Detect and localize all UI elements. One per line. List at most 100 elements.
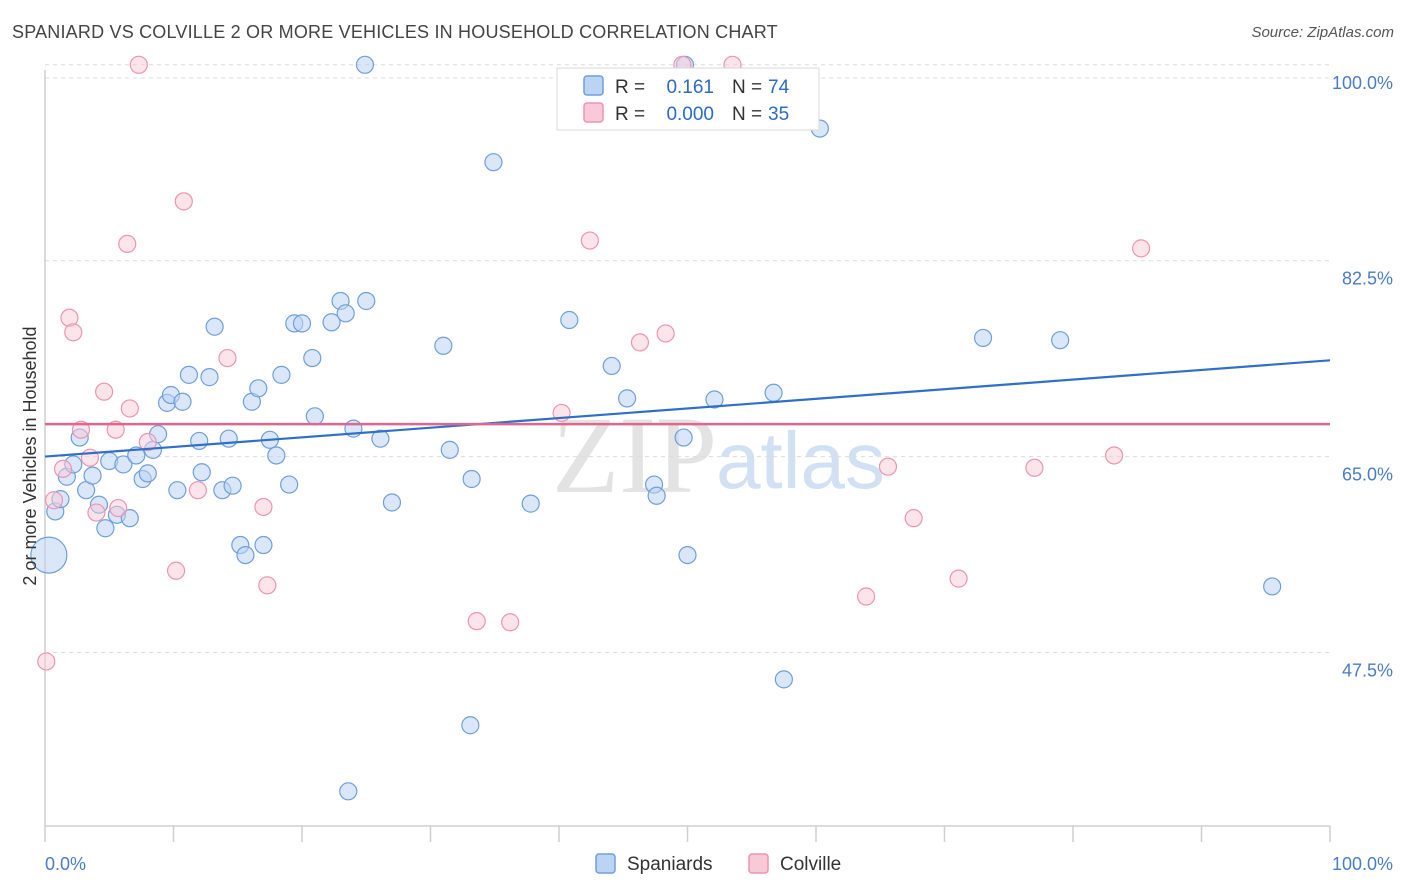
legend-r-value-1: 0.161 xyxy=(666,77,714,98)
colville-point xyxy=(630,333,650,352)
spaniards-point xyxy=(705,390,724,409)
spaniards-point xyxy=(292,314,312,333)
spaniards-point xyxy=(382,493,402,512)
axes xyxy=(44,70,1331,842)
colville-point xyxy=(138,432,157,452)
spaniards-point xyxy=(678,545,697,565)
colville-point xyxy=(218,348,237,368)
spaniards-point xyxy=(192,463,211,482)
source-credit: Source: ZipAtlas.com xyxy=(1251,24,1394,41)
spaniards-point xyxy=(973,328,993,348)
spaniards-point xyxy=(647,486,666,505)
legend-r-label-1: R = xyxy=(615,77,645,98)
legend-swatch-colville xyxy=(583,102,604,123)
spaniards-point xyxy=(236,545,255,565)
spaniards-point xyxy=(120,509,139,528)
bottom-legend-label-colville: Colville xyxy=(780,854,841,875)
spaniards-point xyxy=(560,310,579,330)
y-tick-label: 82.5% xyxy=(1342,269,1393,289)
watermark-atlas: atlas xyxy=(716,416,885,505)
spaniards-point xyxy=(305,407,324,426)
legend-swatch-spaniards xyxy=(583,75,604,96)
spaniards-point xyxy=(618,389,637,408)
legend-r-value-2: 0.000 xyxy=(666,104,714,125)
spaniards-point xyxy=(114,455,133,474)
spaniards-point xyxy=(484,153,503,172)
colville-point xyxy=(904,509,923,528)
legend-n-value-1: 74 xyxy=(768,77,790,98)
spaniards-point xyxy=(674,428,693,447)
colville-point xyxy=(37,652,56,671)
spaniards-point xyxy=(83,466,102,485)
spaniards-point xyxy=(774,670,793,689)
spaniards-point xyxy=(267,446,286,465)
y-tick-label: 65.0% xyxy=(1342,465,1393,485)
spaniards-point xyxy=(30,536,68,574)
legend-n-label-2: N = xyxy=(732,104,762,125)
spaniards-point xyxy=(355,55,375,74)
spaniards-point xyxy=(371,429,390,448)
spaniards-point xyxy=(434,336,453,355)
y-tick-label: 47.5% xyxy=(1342,660,1393,680)
spaniards-point xyxy=(280,475,299,494)
spaniards-point xyxy=(462,469,481,489)
trend-lines xyxy=(44,359,1331,458)
bottom-legend-swatch-colville xyxy=(748,853,769,874)
colville-point xyxy=(174,192,193,211)
colville-point xyxy=(71,420,91,439)
colville-point xyxy=(95,382,114,401)
colville-point xyxy=(64,323,83,342)
spaniards-point xyxy=(249,379,268,398)
spaniards-point xyxy=(602,356,621,376)
x-tick-label: 100.0% xyxy=(1332,854,1393,874)
spaniards-point xyxy=(336,304,355,323)
spaniards-point xyxy=(1051,331,1070,350)
spaniards-point xyxy=(127,446,146,465)
colville-point xyxy=(949,569,968,588)
colville-point xyxy=(580,231,599,250)
spaniards-point xyxy=(272,365,291,384)
spaniards-point xyxy=(1263,577,1282,596)
gridlines xyxy=(45,64,1330,653)
tick-labels: 47.5% 65.0% 82.5% 100.0% 0.0% 100.0% xyxy=(45,73,1393,874)
legend-n-value-2: 35 xyxy=(768,104,789,125)
colville-point xyxy=(258,576,277,595)
legend-r-label-2: R = xyxy=(615,104,645,125)
spaniards-point xyxy=(357,291,376,311)
colville-point xyxy=(129,55,148,74)
colville-point xyxy=(106,420,125,439)
colville-point xyxy=(254,497,273,517)
colville-point xyxy=(501,613,520,632)
colville-point xyxy=(44,491,64,510)
spaniards-point xyxy=(190,431,209,451)
colville-point xyxy=(857,587,876,606)
colville-point xyxy=(166,561,186,580)
spaniards-point xyxy=(521,494,540,513)
spaniards-point xyxy=(339,782,358,801)
colville-point xyxy=(467,612,486,631)
watermark: ZIP atlas xyxy=(552,394,885,516)
colville-point xyxy=(1025,458,1044,477)
bottom-legend-swatch-spaniards xyxy=(595,853,616,874)
colville-point xyxy=(1132,239,1151,258)
spaniards-point xyxy=(205,317,224,336)
spaniards-point xyxy=(96,519,115,538)
colville-point xyxy=(656,324,675,343)
spaniards-point xyxy=(173,392,192,411)
spaniards-point xyxy=(303,348,322,368)
spaniards-point xyxy=(461,716,480,735)
spaniards-point xyxy=(440,440,459,459)
colville-point xyxy=(53,459,73,479)
chart-title: SPANIARD VS COLVILLE 2 OR MORE VEHICLES … xyxy=(12,22,778,42)
colville-point xyxy=(188,481,208,500)
spaniards-point xyxy=(168,481,187,500)
spaniards-point xyxy=(254,535,273,555)
spaniards-point xyxy=(200,368,219,387)
colville-point xyxy=(1105,446,1124,465)
colville-point xyxy=(878,457,898,476)
legend-n-label-1: N = xyxy=(732,77,762,98)
colville-point xyxy=(109,498,128,518)
spaniards-point xyxy=(219,429,238,448)
y-tick-label: 100.0% xyxy=(1332,73,1393,93)
